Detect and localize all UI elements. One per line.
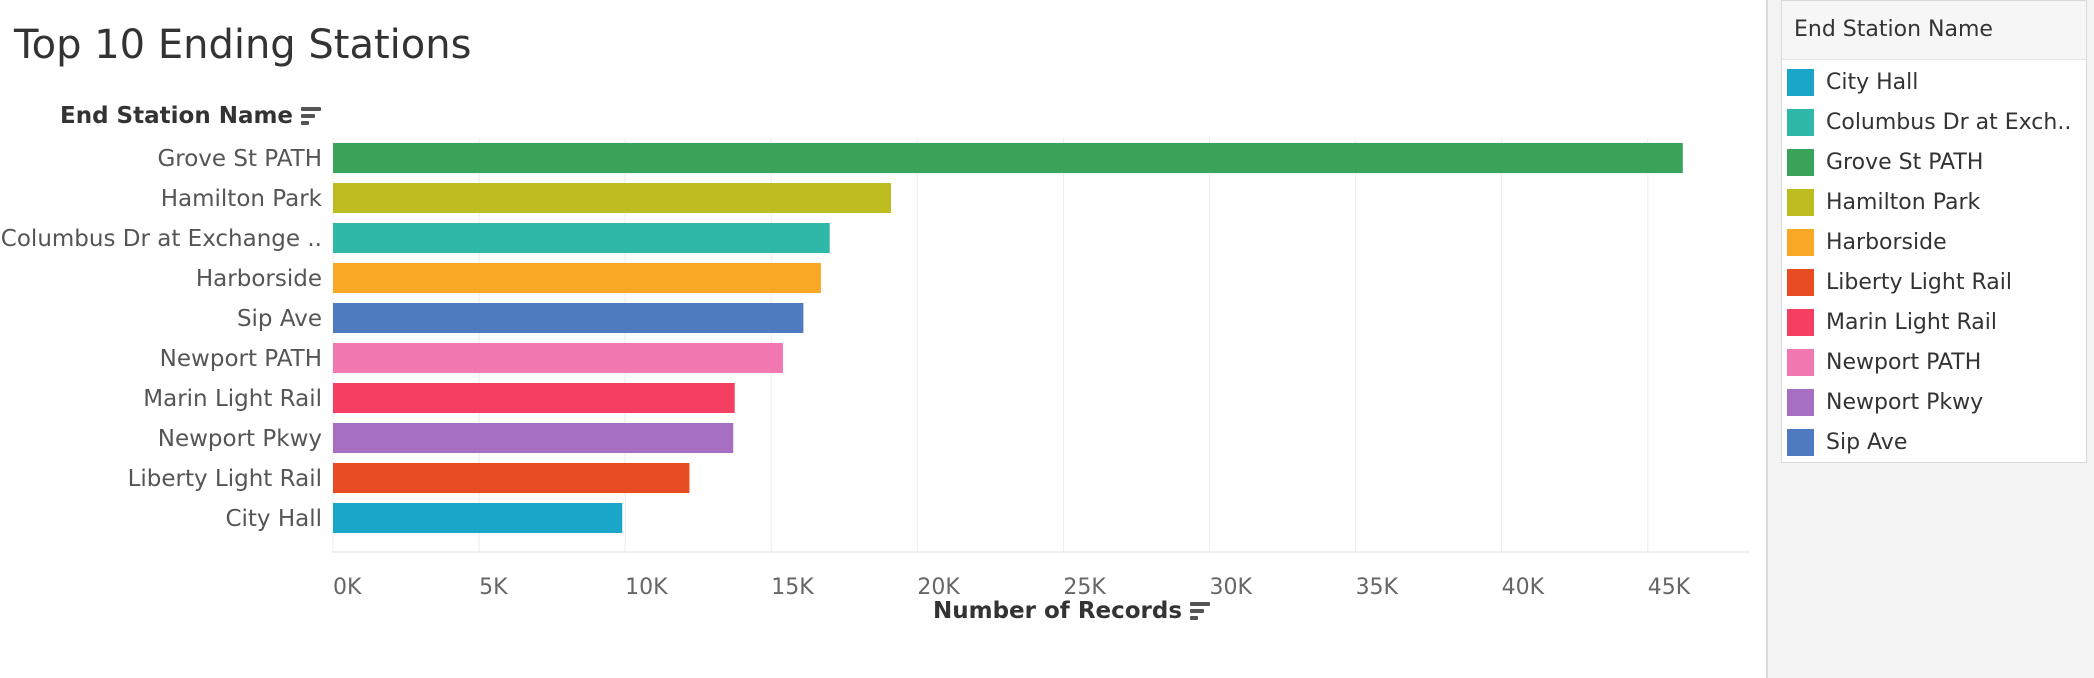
legend-label: Harborside [1826,229,1947,255]
category-label: Sip Ave [237,306,322,332]
bar[interactable] [333,463,690,493]
color-legend: End Station Name City Hall Columbus Dr at… [1781,0,2087,463]
x-tick-label: 15K [771,575,814,600]
legend-title: End Station Name [1782,1,2086,60]
legend-item[interactable]: Hamilton Park [1782,182,2086,222]
bar-chart: 0K 5K 10K 15K 20K 25K 30K 35K 40K 45K Grove St PAT… [1,138,1750,600]
bar[interactable] [333,263,821,293]
legend-swatch [1787,188,1814,216]
bar[interactable] [333,303,804,333]
legend-swatch [1787,148,1814,176]
x-tick-label: 40K [1502,575,1545,600]
category-label: Liberty Light Rail [128,466,322,492]
category-label: Newport Pkwy [158,426,322,452]
bar[interactable] [333,143,1683,173]
x-axis-title: Number of Records [933,598,1183,624]
x-tick-label: 5K [479,575,508,600]
chart-title: Top 10 Ending Stations [14,22,472,68]
x-tick-label: 20K [917,575,960,600]
x-tick-label: 0K [333,575,362,600]
legend-swatch [1787,68,1814,96]
legend-item[interactable]: Sip Ave [1782,422,2086,462]
x-tick-label: 25K [1063,575,1106,600]
x-tick-label: 35K [1356,575,1399,600]
legend-item[interactable]: Harborside [1782,222,2086,262]
legend-item[interactable]: Newport PATH [1782,342,2086,382]
x-tick-label: 45K [1648,575,1691,600]
bar[interactable] [333,423,734,453]
bar[interactable] [333,383,735,413]
bar[interactable] [333,183,892,213]
category-label: City Hall [225,506,322,532]
legend-swatch [1787,388,1814,416]
legend-label: Marin Light Rail [1826,309,1997,335]
legend-item[interactable]: Liberty Light Rail [1782,262,2086,302]
category-label: Hamilton Park [161,186,323,212]
legend-swatch [1787,308,1814,336]
legend-swatch [1787,228,1814,256]
legend-swatch [1787,268,1814,296]
sort-descending-icon[interactable] [1190,600,1212,622]
legend-item[interactable]: Grove St PATH [1782,142,2086,182]
bar[interactable] [333,223,830,253]
legend-swatch [1787,428,1814,456]
category-label: Marin Light Rail [143,386,322,412]
legend-item[interactable]: City Hall [1782,62,2086,102]
y-axis-field-header[interactable]: End Station Name [60,103,323,129]
x-tick-label: 10K [625,575,668,600]
category-label: Grove St PATH [157,146,322,172]
legend-label: Grove St PATH [1826,149,1984,175]
legend-label: City Hall [1826,69,1919,95]
category-label: Harborside [196,266,322,292]
legend-item[interactable]: Marin Light Rail [1782,302,2086,342]
legend-label: Sip Ave [1826,429,1908,455]
legend-item[interactable]: Newport Pkwy [1782,382,2086,422]
legend-swatch [1787,348,1814,376]
legend-label: Columbus Dr at Exch.. [1826,109,2072,135]
y-axis-title: End Station Name [60,103,294,129]
legend-label: Newport PATH [1826,349,1982,375]
bar[interactable] [333,343,783,373]
legend-label: Newport Pkwy [1826,389,1984,415]
x-tick-label: 30K [1209,575,1252,600]
legend-list: City Hall Columbus Dr at Exch.. Grove St P… [1782,60,2086,462]
category-label: Columbus Dr at Exchange .. [1,226,322,252]
category-label: Newport PATH [160,346,322,372]
legend-label: Liberty Light Rail [1826,269,2012,295]
legend-label: Hamilton Park [1826,189,1981,215]
sort-descending-icon[interactable] [301,105,323,127]
x-axis-field-header[interactable]: Number of Records [933,598,1212,624]
legend-swatch [1787,108,1814,136]
bar[interactable] [333,503,623,533]
legend-item[interactable]: Columbus Dr at Exch.. [1782,102,2086,142]
